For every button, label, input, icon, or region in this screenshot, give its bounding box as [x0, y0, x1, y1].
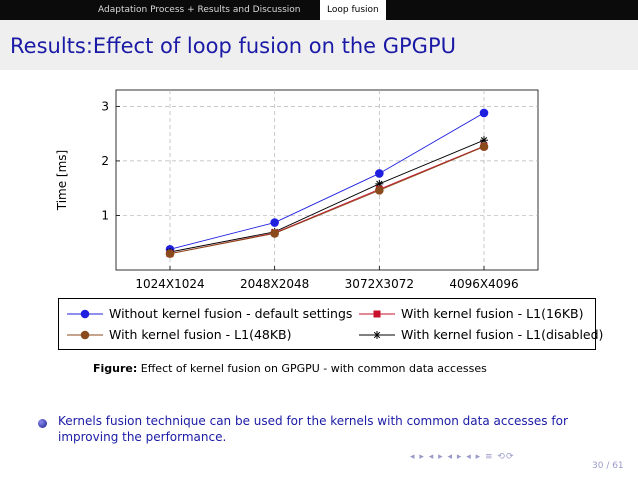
figure-caption: Figure: Effect of kernel fusion on GPGPU… — [93, 362, 487, 375]
x-tick-label: 4096X4096 — [449, 277, 518, 291]
data-point — [479, 108, 489, 118]
bullet-text: Kernels fusion technique can be used for… — [58, 414, 568, 444]
page-number: 30 / 61 — [592, 461, 624, 471]
legend-label: With kernel fusion - L1(disabled) — [401, 327, 604, 342]
legend-marker — [80, 330, 90, 340]
y-axis-label: Time [ms] — [55, 150, 69, 212]
slide-title: Results:Effect of loop fusion on the GPG… — [10, 34, 456, 58]
nav-subsection[interactable]: Loop fusion — [320, 0, 386, 20]
bullet-icon — [38, 419, 47, 428]
legend-label: Without kernel fusion - default settings — [109, 306, 353, 321]
y-tick-label: 2 — [101, 154, 109, 168]
y-tick-label: 1 — [101, 208, 109, 222]
data-point — [165, 249, 175, 258]
y-tick-label: 3 — [101, 99, 109, 113]
series-line — [169, 146, 485, 255]
legend-marker — [80, 309, 90, 319]
caption-label: Figure: — [93, 362, 138, 375]
legend-marker — [373, 331, 381, 339]
data-point — [375, 169, 384, 178]
series-line — [169, 139, 485, 253]
legend-marker — [373, 310, 381, 318]
legend-label: With kernel fusion - L1(16KB) — [401, 306, 584, 321]
beamer-navigation-icons[interactable]: ◂ ▸ ◂ ▸ ◂ ▸ ◂ ▸ ≡ ⟲⟳ — [410, 452, 515, 462]
line-chart: 1 2 3 1024X1024 2048X2048 3072X3072 4096X4096 T… — [55, 89, 539, 291]
legend-marker-star-black-icon — [359, 331, 395, 339]
legend-label: With kernel fusion - L1(48KB) — [109, 327, 292, 342]
data-point — [270, 229, 279, 238]
data-point — [480, 136, 488, 145]
legend-marker-circle-brown-icon — [67, 330, 103, 340]
series-line — [169, 112, 485, 250]
data-point — [375, 186, 384, 195]
chart-legend: Without kernel fusion - default settings… — [58, 298, 603, 350]
nav-section[interactable]: Adaptation Process + Results and Discuss… — [98, 5, 301, 15]
title-bar — [0, 20, 638, 70]
legend-marker-circle-blue-icon — [67, 309, 103, 319]
x-tick-label: 2048X2048 — [240, 277, 309, 291]
data-point — [479, 142, 489, 152]
header-bar — [0, 0, 638, 20]
data-point — [270, 218, 279, 227]
plot-frame — [115, 89, 539, 271]
x-tick-label: 1024X1024 — [135, 277, 204, 291]
legend-marker-square-red-icon — [359, 310, 395, 318]
caption-text: Effect of kernel fusion on GPGPU - with … — [140, 362, 487, 375]
x-tick-label: 3072X3072 — [345, 277, 414, 291]
